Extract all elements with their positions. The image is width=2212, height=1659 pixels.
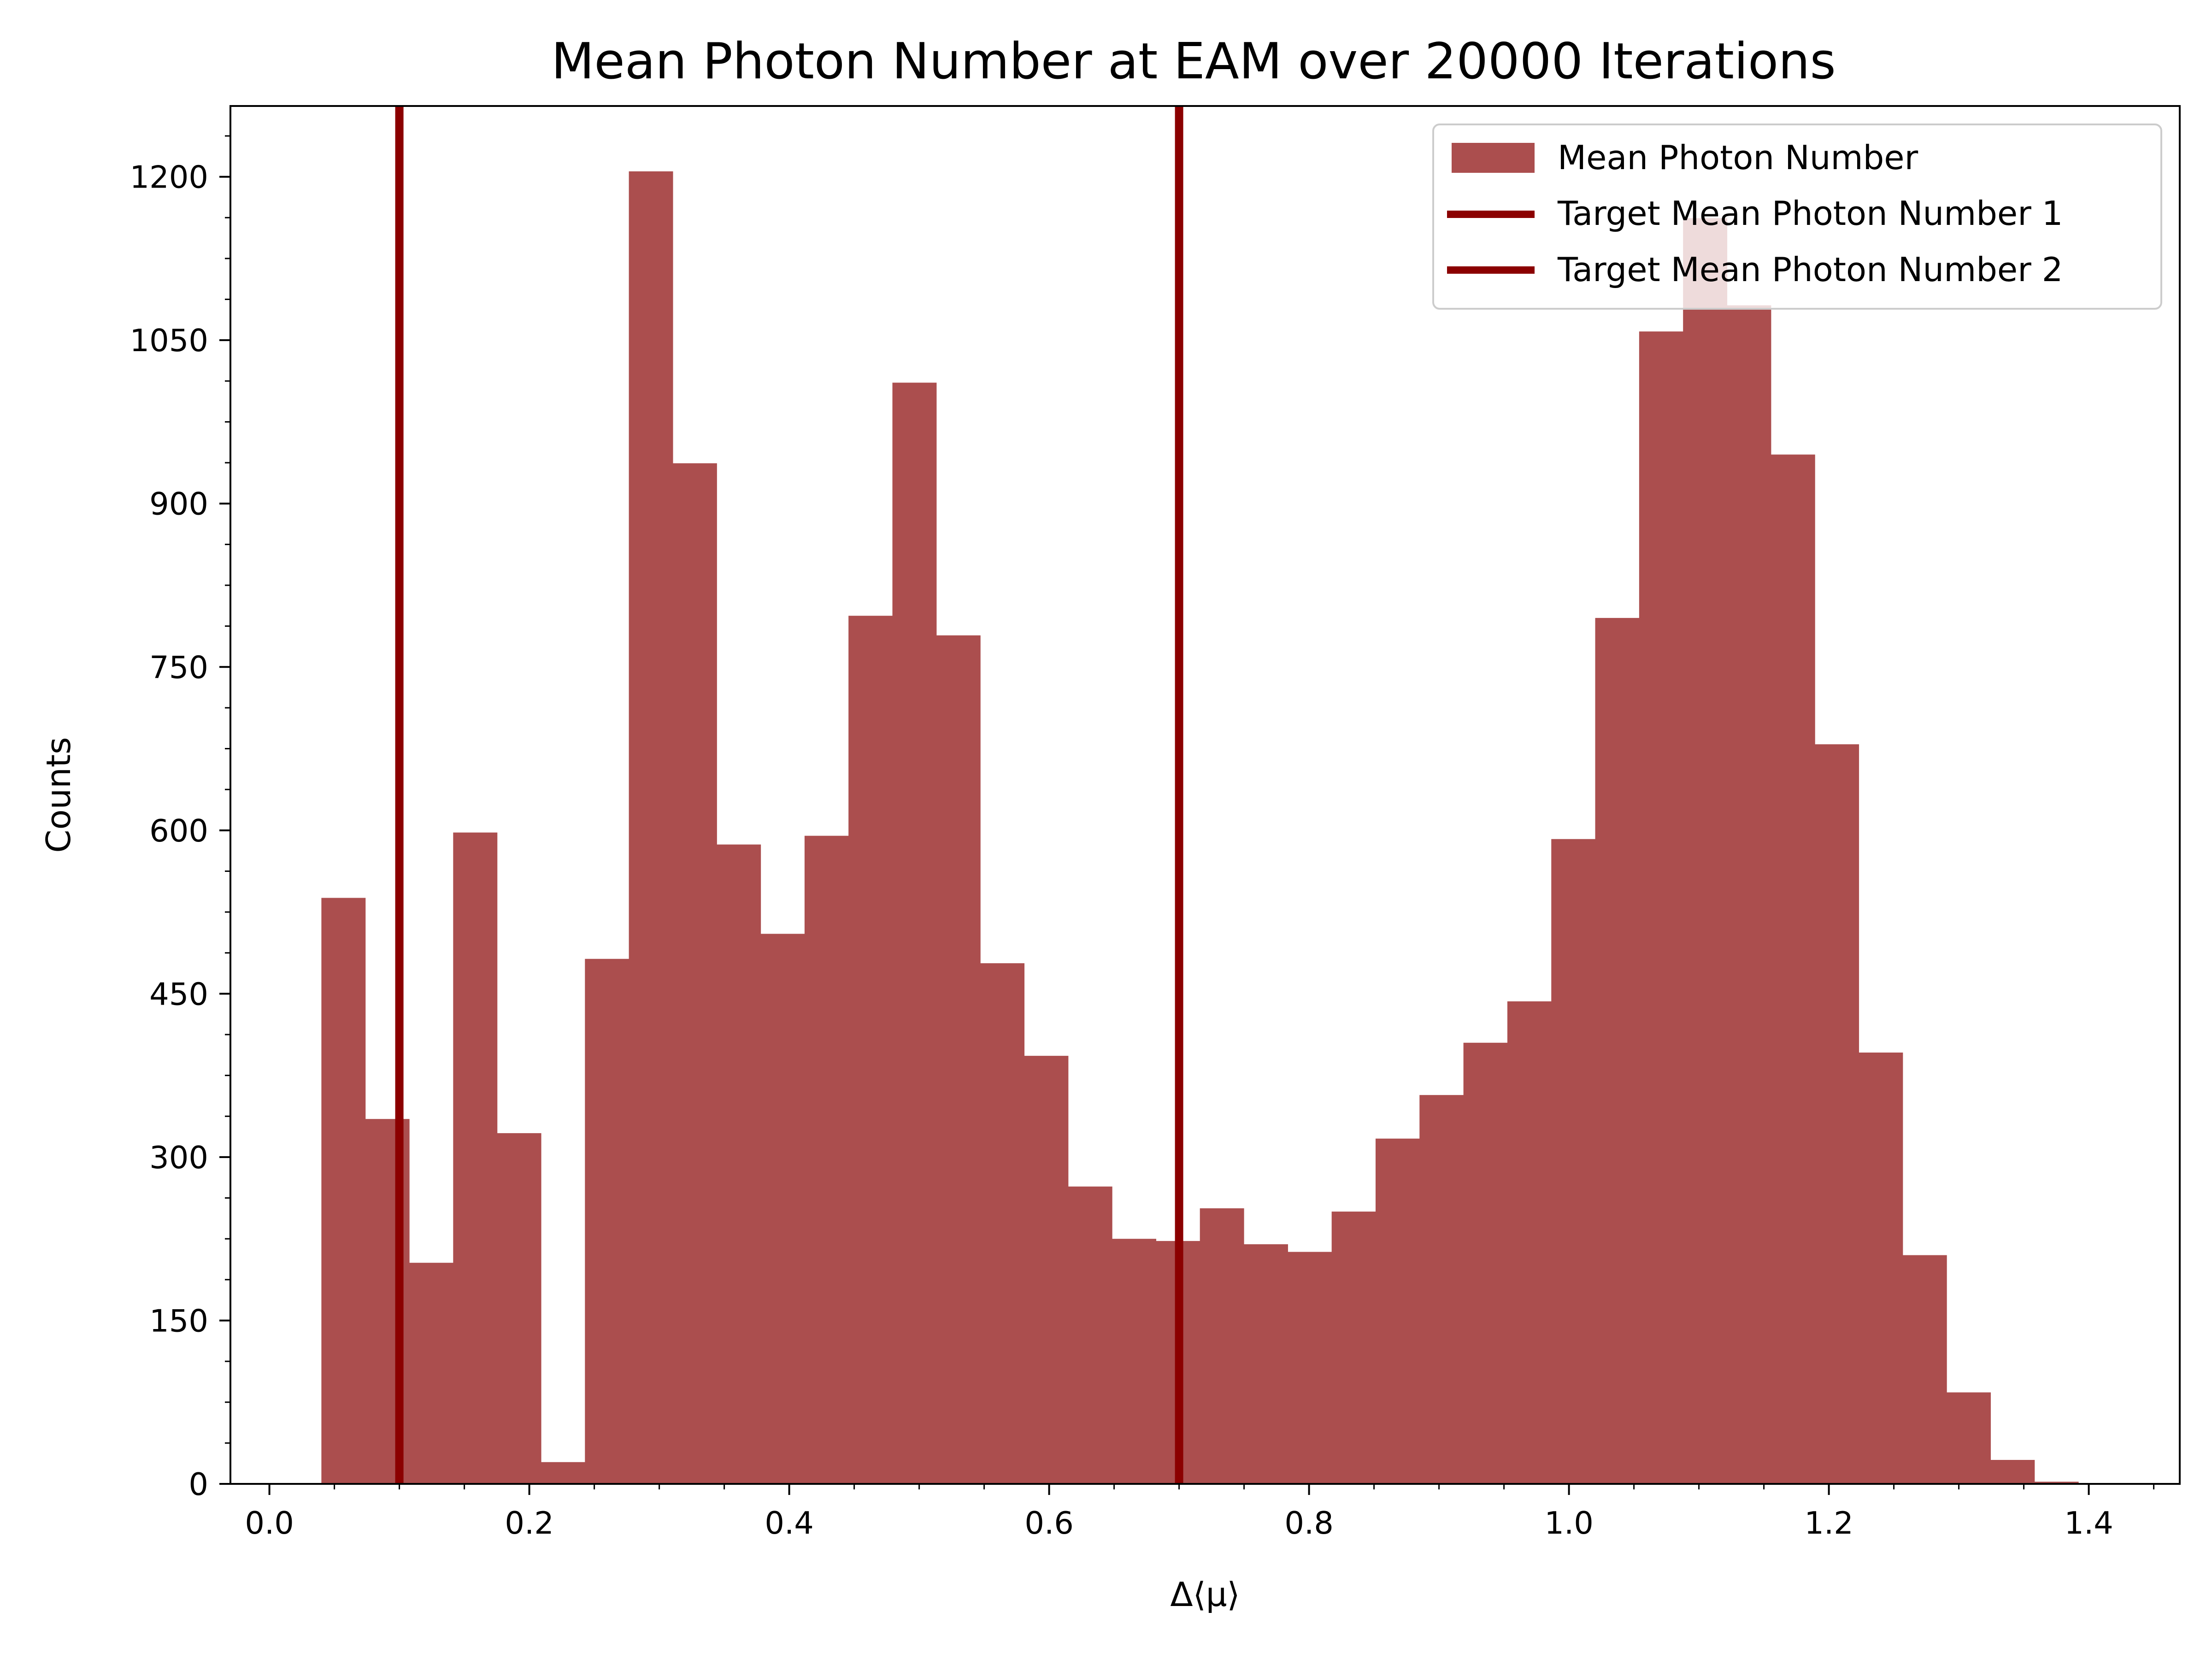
histogram-bar <box>1551 839 1596 1484</box>
histogram-bar <box>1639 331 1683 1484</box>
y-tick-label: 750 <box>149 649 208 685</box>
histogram-bar <box>1419 1095 1464 1484</box>
histogram-bar <box>1331 1212 1376 1484</box>
x-axis-title: Δ⟨μ⟩ <box>1170 1575 1240 1614</box>
x-axis: 0.0 0.2 0.4 0.6 0.8 1.0 1.2 1.4 <box>245 1484 2155 1541</box>
histogram-bar <box>1947 1392 1991 1484</box>
x-tick-label: 1.0 <box>1544 1505 1594 1541</box>
x-tick-label: 0.6 <box>1024 1505 1074 1541</box>
legend: Mean Photon Number Target Mean Photon Nu… <box>1432 124 2162 310</box>
histogram-bar <box>936 635 981 1484</box>
legend-label-histogram: Mean Photon Number <box>1558 138 1918 177</box>
histogram-bar <box>980 963 1025 1484</box>
histogram-bar <box>1244 1244 1288 1484</box>
histogram-bar <box>1024 1056 1069 1484</box>
histogram-bar <box>848 616 893 1484</box>
x-tick-label: 0.2 <box>505 1505 554 1541</box>
histogram-bars <box>321 171 2079 1484</box>
y-tick-label: 1050 <box>129 323 208 359</box>
legend-swatch-histogram <box>1452 143 1535 173</box>
histogram-bar <box>1112 1239 1157 1484</box>
y-tick-label: 300 <box>149 1140 208 1176</box>
histogram-bar <box>892 382 937 1484</box>
histogram-bar <box>804 835 849 1484</box>
histogram-bar <box>1815 744 1859 1484</box>
y-tick-label: 1200 <box>129 159 208 195</box>
histogram-bar <box>672 463 717 1484</box>
x-tick-label: 0.4 <box>765 1505 814 1541</box>
y-tick-label: 900 <box>149 486 208 522</box>
x-tick-label: 0.0 <box>245 1505 294 1541</box>
chart-title: Mean Photon Number at EAM over 20000 Ite… <box>551 33 1836 90</box>
x-tick-label: 1.4 <box>2064 1505 2113 1541</box>
histogram-bar <box>1990 1460 2035 1484</box>
y-axis-title: Counts <box>39 737 78 853</box>
legend-box <box>1432 124 2162 310</box>
histogram-bar <box>2034 1482 2079 1484</box>
histogram-bar <box>497 1133 541 1484</box>
histogram-bar <box>1771 454 1815 1484</box>
histogram-bar <box>541 1462 585 1484</box>
histogram-bar <box>1595 618 1640 1484</box>
y-tick-label: 0 <box>188 1466 208 1502</box>
histogram-bar <box>1200 1208 1244 1484</box>
y-tick-label: 600 <box>149 813 208 849</box>
x-tick-label: 0.8 <box>1284 1505 1334 1541</box>
histogram-bar <box>1902 1255 1947 1484</box>
target-lines <box>395 106 1183 1484</box>
histogram-bar <box>409 1263 453 1484</box>
y-axis: 0 150 300 450 600 750 900 1050 1200 <box>129 135 230 1502</box>
histogram-bar <box>1375 1138 1420 1484</box>
histogram-bar <box>321 898 366 1484</box>
histogram-bar <box>629 171 673 1484</box>
x-tick-label: 1.2 <box>1804 1505 1853 1541</box>
histogram-bar <box>760 934 805 1484</box>
legend-label-target-1: Target Mean Photon Number 1 <box>1557 194 2063 233</box>
histogram-bar <box>1068 1186 1112 1484</box>
legend-label-target-2: Target Mean Photon Number 2 <box>1557 250 2063 289</box>
y-tick-label: 150 <box>149 1303 208 1339</box>
histogram-bar <box>1683 218 1728 1484</box>
histogram-bar <box>1463 1042 1508 1484</box>
histogram-bar <box>585 959 629 1484</box>
y-tick-label: 450 <box>149 976 208 1012</box>
plot-frame <box>229 105 2181 1485</box>
histogram-bar <box>1507 1001 1552 1484</box>
histogram-bar <box>453 832 498 1484</box>
histogram-bar <box>1727 305 1771 1484</box>
histogram-bar <box>1859 1053 1903 1484</box>
histogram-bar <box>717 844 761 1484</box>
histogram-bar <box>1288 1252 1332 1484</box>
